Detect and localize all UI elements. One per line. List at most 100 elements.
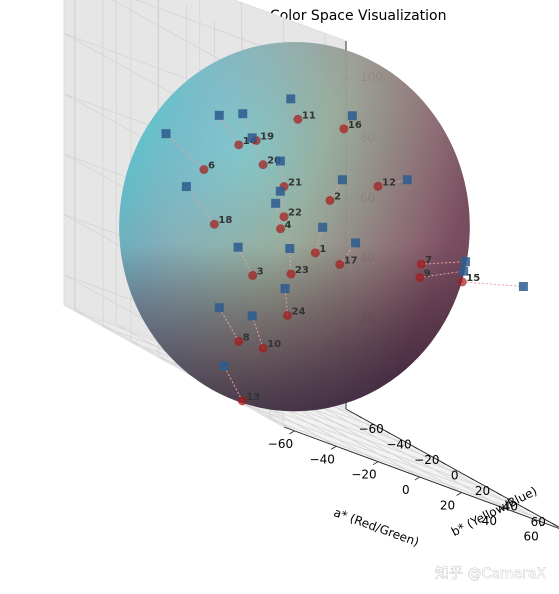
projected-marker-17 <box>351 238 361 248</box>
projected-marker-1 <box>318 222 328 232</box>
lab-point-20 <box>258 160 268 170</box>
connector-8 <box>218 307 240 342</box>
lab-point-7 <box>416 259 426 269</box>
y-tick-label--20: −20 <box>414 453 439 467</box>
ellipsoid-surface <box>119 41 470 412</box>
y-tick-mark--40 <box>384 430 391 434</box>
point-label-10: 10 <box>267 339 281 350</box>
y-tick-mark--20 <box>412 445 419 450</box>
point-label-15: 15 <box>466 273 480 284</box>
projected-marker-21 <box>275 156 285 166</box>
data-points: 12346789101112131415161718192021222324 <box>161 94 528 406</box>
projected-marker-6 <box>161 129 171 139</box>
projected-marker-8 <box>214 303 224 313</box>
point-label-11: 11 <box>302 110 316 121</box>
y-tick-mark-0 <box>440 461 446 465</box>
lab-point-6 <box>199 165 209 175</box>
y-tick-mark-60 <box>524 507 530 512</box>
x-tick-label--60: −60 <box>268 437 293 451</box>
lab-point-13 <box>237 396 247 406</box>
lab-point-12 <box>373 181 383 191</box>
y-tick-mark-20 <box>468 476 474 481</box>
y-tick-label-0: 0 <box>451 469 459 483</box>
x-axis-line <box>283 426 559 529</box>
x-tick-label-0: 0 <box>402 483 410 497</box>
point-label-6: 6 <box>208 161 215 172</box>
ellipsoid-shading <box>119 41 470 412</box>
y-tick-label--40: −40 <box>386 438 411 452</box>
y-tick-mark--60 <box>356 414 363 419</box>
point-label-16: 16 <box>348 120 362 131</box>
y-tick-label--60: −60 <box>358 422 383 436</box>
projected-marker-19 <box>238 109 248 119</box>
projected-marker-23 <box>285 244 295 254</box>
x-tick-mark-20 <box>456 492 462 496</box>
projected-marker-7 <box>461 257 471 267</box>
x-tick-label--40: −40 <box>310 452 335 466</box>
connector-6 <box>165 133 205 170</box>
lab-point-1 <box>310 248 320 258</box>
connector-12 <box>377 179 408 187</box>
lab-point-8 <box>234 336 244 346</box>
x-tick-label-40: 40 <box>482 514 497 528</box>
lab-point-17 <box>335 259 345 269</box>
projected-marker-11 <box>286 94 296 104</box>
point-label-12: 12 <box>382 177 396 188</box>
lab-point-15 <box>457 277 467 287</box>
lab-point-24 <box>283 310 293 320</box>
point-label-2: 2 <box>334 191 341 202</box>
projected-marker-22 <box>275 186 285 196</box>
projected-marker-13 <box>219 361 229 371</box>
point-label-18: 18 <box>218 215 232 226</box>
lab-point-23 <box>286 269 296 279</box>
point-label-13: 13 <box>246 392 260 403</box>
y-tick-label-20: 20 <box>475 484 490 498</box>
x-tick-label-20: 20 <box>440 498 455 512</box>
projected-marker-9 <box>459 266 469 276</box>
y-tick-mark-40 <box>496 492 502 496</box>
lab-point-11 <box>293 114 303 124</box>
projected-marker-12 <box>402 175 412 185</box>
point-label-20: 20 <box>267 156 281 167</box>
x-tick-mark--40 <box>331 445 337 450</box>
lab-point-2 <box>325 195 335 205</box>
lab-point-9 <box>415 272 425 282</box>
x-axis-label: a* (Red/Green) <box>332 505 421 549</box>
connector-7 <box>421 261 466 265</box>
connector-3 <box>237 246 254 276</box>
lab-point-10 <box>258 343 268 353</box>
x-tick-mark-0 <box>414 476 420 481</box>
point-label-21: 21 <box>288 178 302 189</box>
projected-marker-24 <box>280 284 290 294</box>
x-tick-label--20: −20 <box>351 468 376 482</box>
lab-point-18 <box>209 219 219 229</box>
grid-floor-x-60 <box>324 400 546 524</box>
projected-marker-2 <box>337 175 347 185</box>
point-label-4: 4 <box>285 220 292 231</box>
point-label-1: 1 <box>319 244 326 255</box>
projected-marker-18 <box>181 182 191 192</box>
y-tick-label-60: 60 <box>531 515 546 529</box>
x-tick-label-60: 60 <box>523 529 538 543</box>
grid-floor-y-80 <box>269 418 553 524</box>
projected-marker-3 <box>233 242 243 252</box>
y-tick-label-40: 40 <box>503 499 518 513</box>
projected-marker-14 <box>214 110 224 120</box>
lab-point-3 <box>248 270 258 280</box>
x-tick-mark-60 <box>539 522 546 527</box>
point-label-7: 7 <box>425 255 432 266</box>
point-label-3: 3 <box>257 266 264 277</box>
connector-10 <box>251 315 264 349</box>
projected-marker-20 <box>247 133 257 143</box>
connector-14 <box>218 115 240 146</box>
projected-marker-16 <box>347 111 357 121</box>
lab-point-14 <box>234 140 244 150</box>
point-label-22: 22 <box>288 208 302 219</box>
projected-marker-4 <box>271 198 281 208</box>
point-label-17: 17 <box>344 255 358 266</box>
point-label-8: 8 <box>243 332 250 343</box>
lab-point-22 <box>279 212 289 222</box>
connector-13 <box>223 365 243 402</box>
point-label-9: 9 <box>424 268 431 279</box>
